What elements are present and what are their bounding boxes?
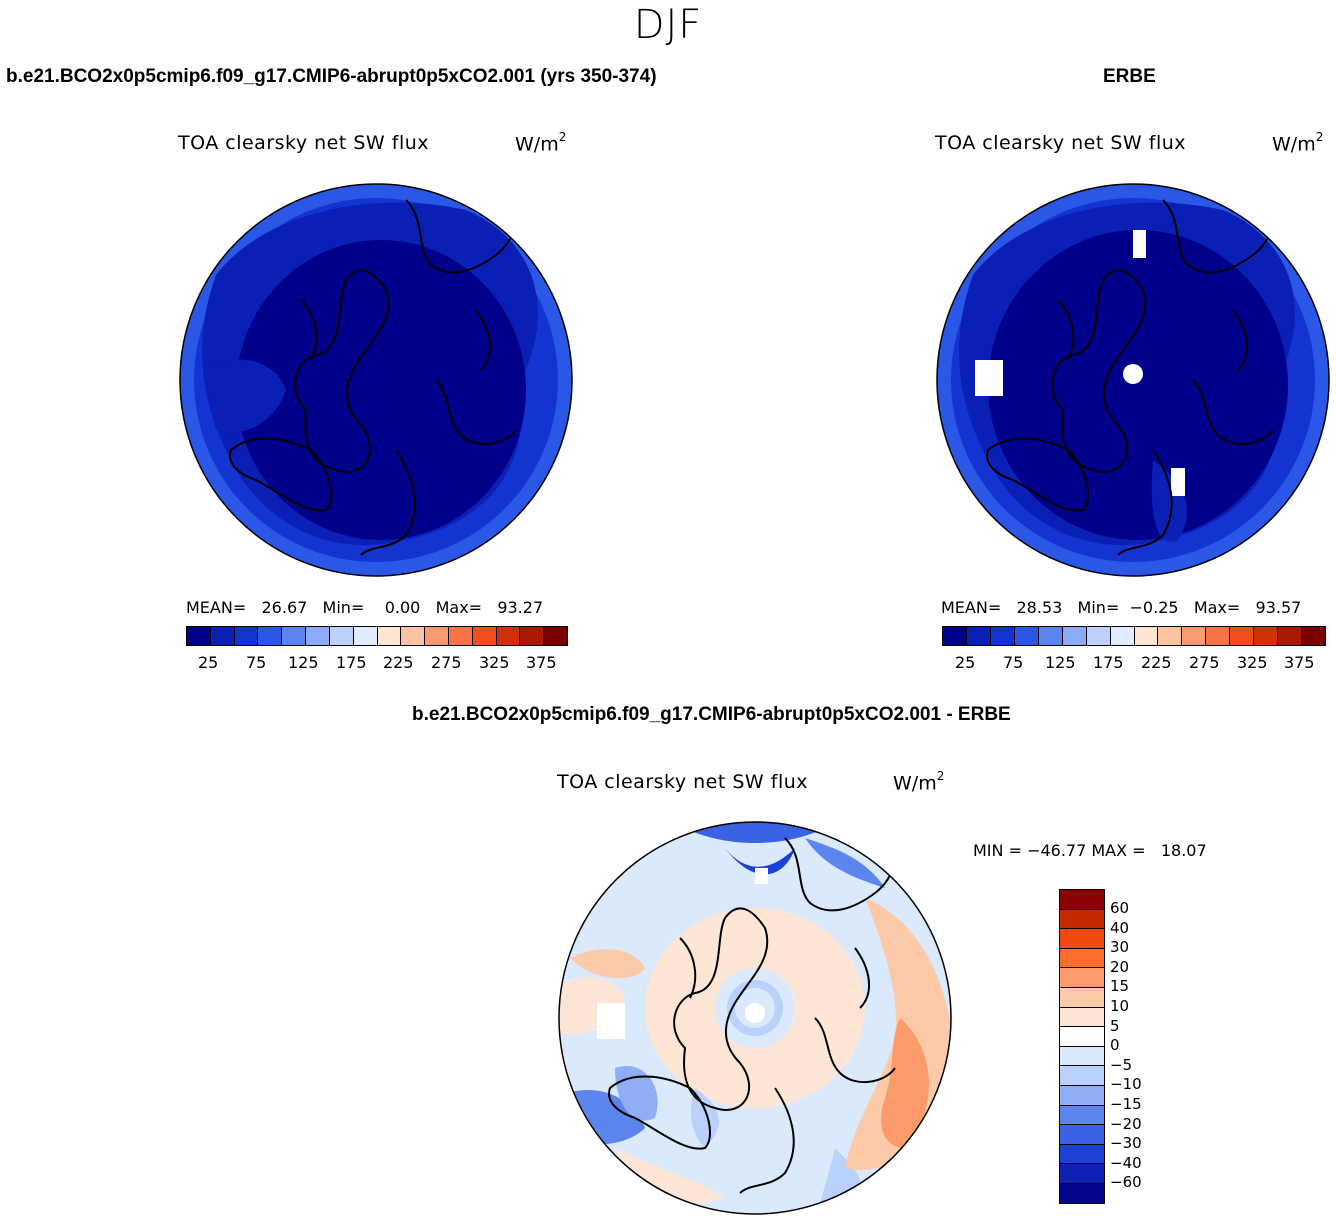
right-colorbar-tick: 75 <box>1003 653 1024 672</box>
left-stats: MEAN= 26.67 Min= 0.00 Max= 93.27 <box>186 598 544 617</box>
left-colorbar-tick: 25 <box>198 653 219 672</box>
right-colorbar-tick: 125 <box>1045 653 1076 672</box>
diff-level-label: −20 <box>1110 1114 1142 1133</box>
diff-stats: MIN = −46.77 MAX = 18.07 <box>973 841 1207 860</box>
left-colorbar <box>186 626 568 646</box>
right-colorbar-tick: 375 <box>1284 653 1315 672</box>
left-colorbar-tick: 75 <box>246 653 267 672</box>
left-colorbar-tick: 225 <box>383 653 414 672</box>
diff-level-label: 20 <box>1110 957 1130 976</box>
left-variable-title: TOA clearsky net SW flux <box>178 132 430 154</box>
diff-level-label: 5 <box>1110 1016 1120 1035</box>
right-stats: MEAN= 28.53 Min= −0.25 Max= 93.57 <box>941 598 1302 617</box>
diff-level-label: 10 <box>1110 996 1130 1015</box>
right-units: W/m2 <box>1272 130 1324 156</box>
right-colorbar-tick: 325 <box>1237 653 1268 672</box>
diff-units: W/m2 <box>893 769 945 795</box>
diff-polar-map <box>558 821 952 1215</box>
right-colorbar-tick: 275 <box>1189 653 1220 672</box>
diff-level-label: 60 <box>1110 899 1130 917</box>
left-polar-map <box>179 183 573 577</box>
diff-colorbar <box>1059 889 1105 1204</box>
diff-colorbar-labels: 60 40 30 20 15 10 5 0 −5 −10 −15 −20 −30… <box>1110 899 1142 1193</box>
season-title: DJF <box>633 2 703 48</box>
diff-case-title: b.e21.BCO2x0p5cmip6.f09_g17.CMIP6-abrupt… <box>412 704 1011 725</box>
right-colorbar <box>942 626 1326 646</box>
left-colorbar-tick: 175 <box>336 653 367 672</box>
left-colorbar-tick: 375 <box>526 653 557 672</box>
diff-variable-title: TOA clearsky net SW flux <box>557 771 809 793</box>
diff-level-label: −5 <box>1110 1055 1133 1074</box>
right-colorbar-tick: 225 <box>1141 653 1172 672</box>
diff-level-label: 40 <box>1110 918 1130 937</box>
diff-level-label: 30 <box>1110 938 1130 957</box>
left-units: W/m2 <box>515 130 567 156</box>
left-case-title: b.e21.BCO2x0p5cmip6.f09_g17.CMIP6-abrupt… <box>6 66 657 87</box>
diff-level-label: 0 <box>1110 1036 1120 1055</box>
diff-level-label: 15 <box>1110 977 1130 996</box>
right-colorbar-tick: 25 <box>955 653 976 672</box>
right-case-title: ERBE <box>1103 66 1156 87</box>
right-colorbar-tick: 175 <box>1093 653 1124 672</box>
left-colorbar-tick: 125 <box>288 653 319 672</box>
diff-level-label: −60 <box>1110 1173 1142 1192</box>
left-colorbar-tick: 325 <box>479 653 510 672</box>
left-colorbar-tick: 275 <box>431 653 462 672</box>
diff-level-label: −30 <box>1110 1134 1142 1153</box>
diff-level-label: −40 <box>1110 1153 1142 1172</box>
right-variable-title: TOA clearsky net SW flux <box>935 132 1187 154</box>
diff-level-label: −15 <box>1110 1094 1142 1113</box>
diff-level-label: −10 <box>1110 1075 1142 1094</box>
right-polar-map <box>936 183 1330 577</box>
